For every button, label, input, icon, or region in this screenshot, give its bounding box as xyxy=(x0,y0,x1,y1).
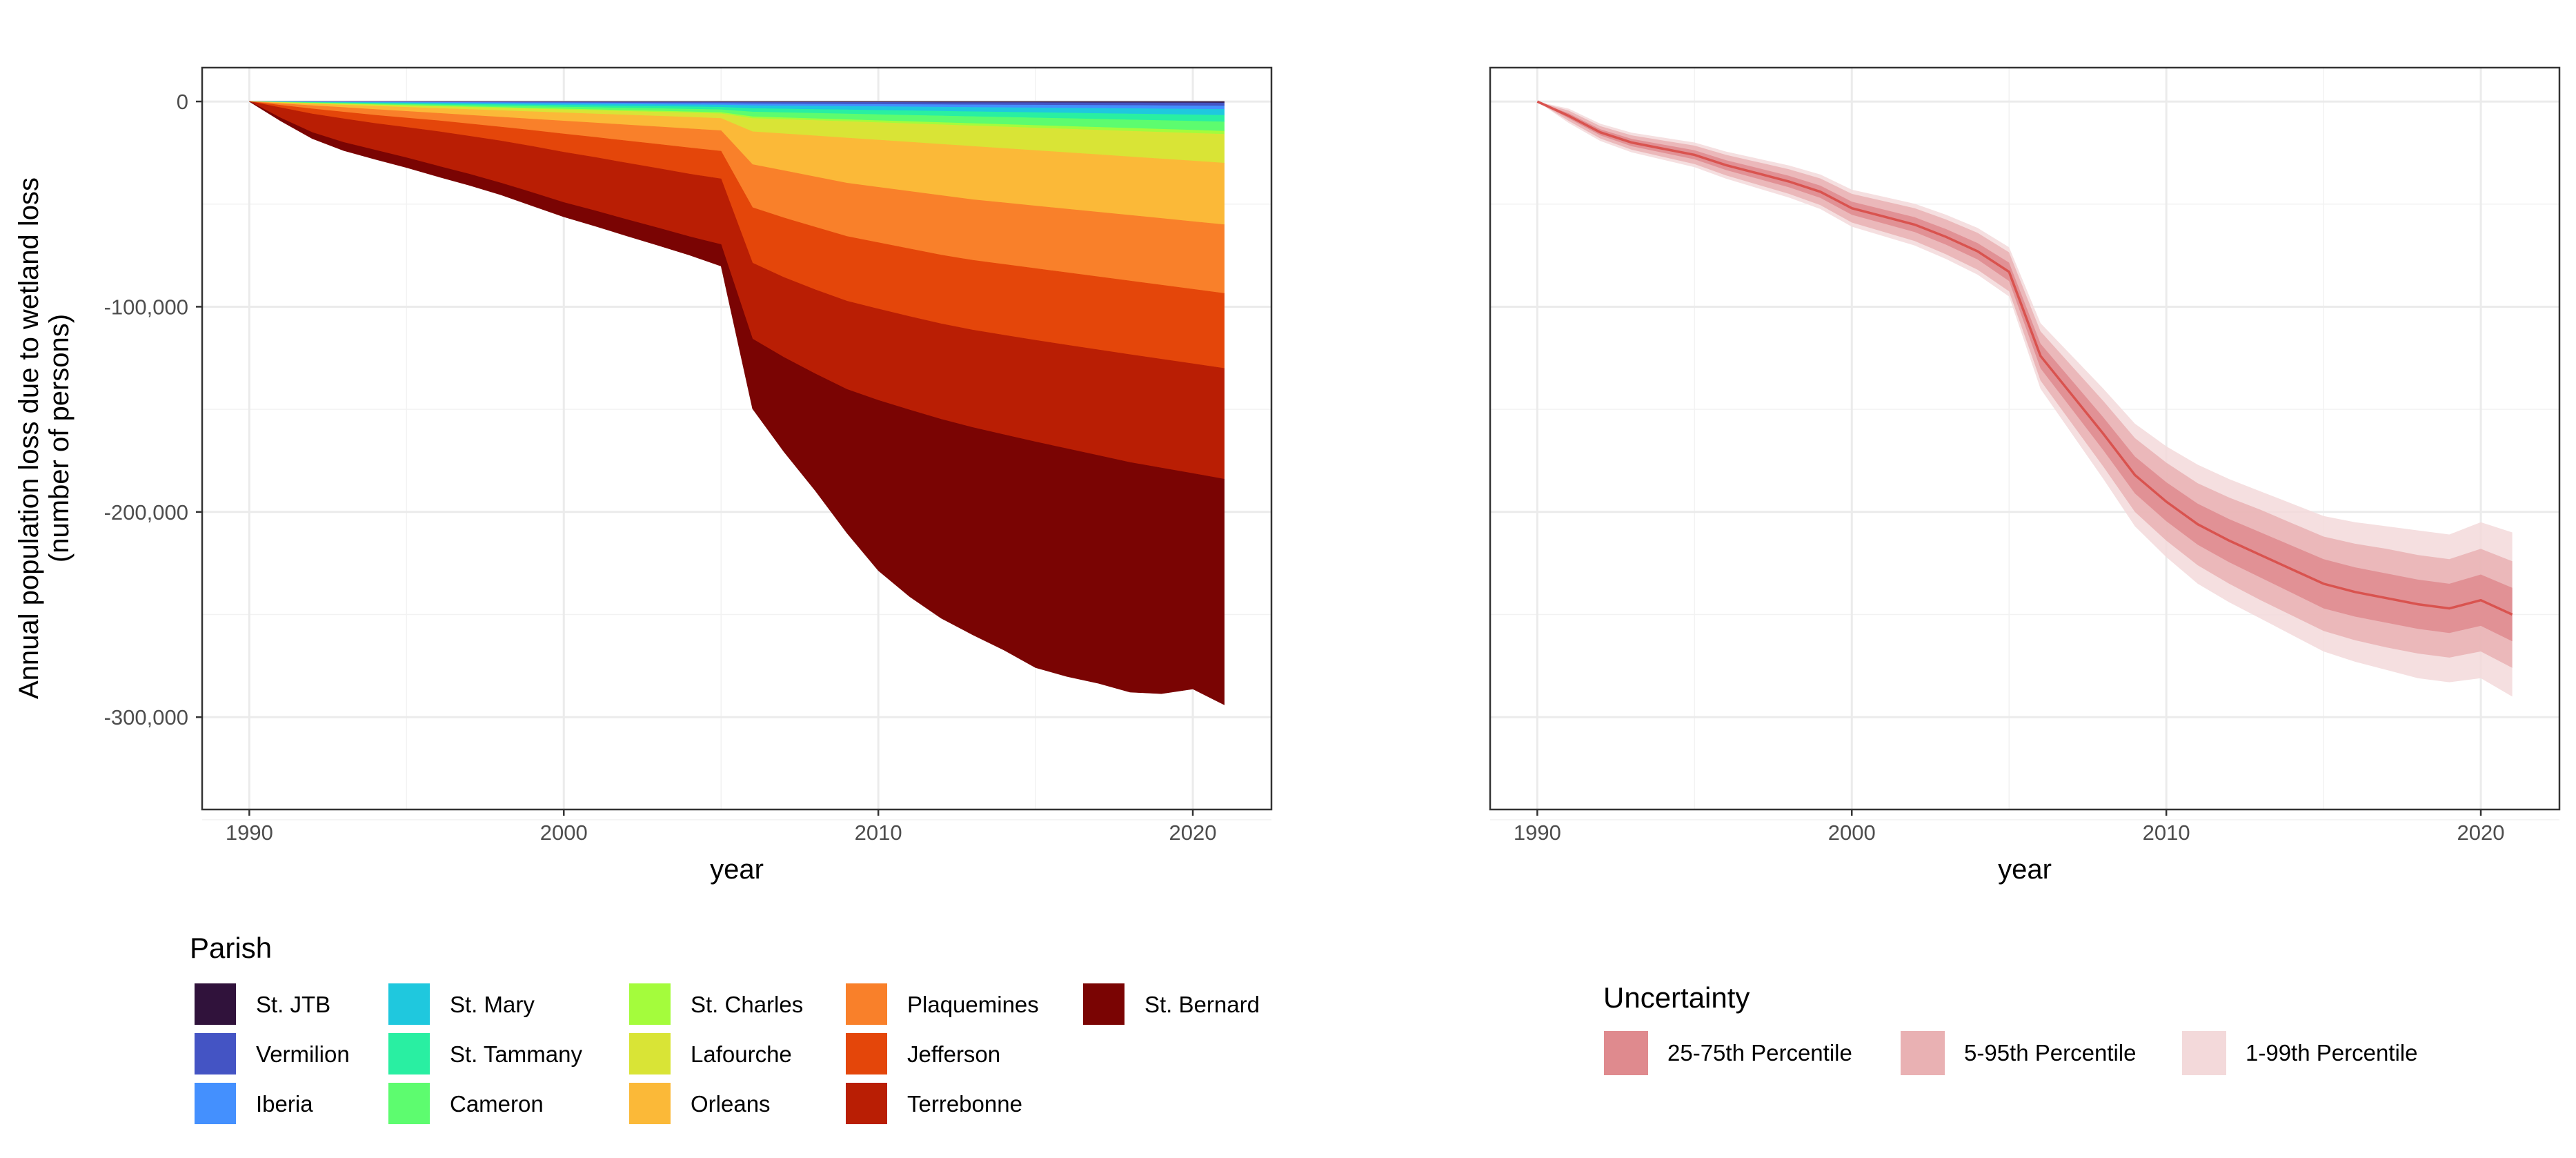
legend-label: Lafourche xyxy=(691,1041,792,1067)
uncertainty-legend-item: 1-99th Percentile xyxy=(2182,1031,2417,1075)
legend-label: St. Mary xyxy=(450,992,535,1017)
uncertainty-bands xyxy=(1537,101,2513,697)
band-p5_p95 xyxy=(1537,101,2513,668)
x-tick-label: 1990 xyxy=(1514,821,1561,845)
legend-label: St. Bernard xyxy=(1145,992,1260,1017)
legend-label: St. JTB xyxy=(256,992,330,1017)
parish-legend-title: Parish xyxy=(190,932,272,964)
x-tick-label: 2000 xyxy=(540,821,588,845)
median-line xyxy=(1536,100,2513,616)
legend-swatch xyxy=(1083,983,1124,1025)
parish-legend-item: St. Tammany xyxy=(388,1033,582,1074)
parish-legend-item: St. JTB xyxy=(195,983,330,1025)
left-panel-border xyxy=(201,66,1273,811)
legend-swatch xyxy=(388,1083,430,1124)
legend-swatch xyxy=(388,983,430,1025)
parish-legend-item: Plaquemines xyxy=(846,983,1039,1025)
legend-swatch xyxy=(195,983,236,1025)
right-x-tick-labels: 1990 2000 2010 2020 xyxy=(1514,809,2505,845)
stacked-areas xyxy=(249,101,1225,705)
right-gridlines xyxy=(1490,68,2559,821)
uncertainty-legend-items: 25-75th Percentile 5-95th Percentile 1-99t… xyxy=(1604,1031,2417,1075)
uncertainty-legend-item: 5-95th Percentile xyxy=(1901,1031,2136,1075)
right-panel-border xyxy=(1489,66,2561,811)
parish-legend-item: St. Charles xyxy=(629,983,803,1025)
stacked-area-panel: 0 -100,000 -200,000 -300,000 1990 2000 2010 20… xyxy=(14,66,1273,885)
y-axis-title-line1: Annual population loss due to wetland lo… xyxy=(14,177,44,699)
parish-legend-item: Cameron xyxy=(388,1083,544,1124)
x-tick-label: 2000 xyxy=(1828,821,1876,845)
legend-label: St. Charles xyxy=(691,992,803,1017)
legend-label: 5-95th Percentile xyxy=(1964,1040,2136,1066)
legend-swatch xyxy=(846,983,887,1025)
parish-legend-items: St. JTB Vermilion Iberia St. Mary St. Tamman… xyxy=(195,983,1260,1124)
legend-label: St. Tammany xyxy=(450,1041,582,1067)
y-tick-label: 0 xyxy=(177,90,188,114)
legend-swatch xyxy=(846,1033,887,1074)
parish-legend-item: Orleans xyxy=(629,1083,771,1124)
x-tick-label: 2020 xyxy=(2457,821,2505,845)
x-tick-label: 1990 xyxy=(226,821,273,845)
area-st-bernard xyxy=(249,101,1225,705)
legend-label: 25-75th Percentile xyxy=(1667,1040,1852,1066)
legend-swatch xyxy=(195,1083,236,1124)
legend-label: 1-99th Percentile xyxy=(2246,1040,2417,1066)
legend-swatch xyxy=(2182,1031,2226,1075)
right-x-axis-title: year xyxy=(1998,854,2052,885)
legend-label: Iberia xyxy=(256,1091,313,1117)
x-tick-label: 2020 xyxy=(1169,821,1217,845)
legend-swatch xyxy=(629,1033,671,1074)
legend-label: Terrebonne xyxy=(907,1091,1022,1117)
parish-legend-item: Jefferson xyxy=(846,1033,1000,1074)
y-tick-label: -100,000 xyxy=(104,295,188,319)
parish-legend-item: St. Mary xyxy=(388,983,535,1025)
legend-swatch xyxy=(388,1033,430,1074)
left-x-axis-title: year xyxy=(710,854,764,885)
legend-label: Cameron xyxy=(450,1091,544,1117)
y-tick-label: -300,000 xyxy=(104,705,188,729)
legend-swatch xyxy=(195,1033,236,1074)
legend-swatch xyxy=(846,1083,887,1124)
y-axis-title-line2: (number of persons) xyxy=(44,314,75,562)
legend-label: Orleans xyxy=(691,1091,771,1117)
legend-label: Vermilion xyxy=(256,1041,350,1067)
legend-swatch xyxy=(629,983,671,1025)
x-tick-label: 2010 xyxy=(2143,821,2190,845)
legend-label: Jefferson xyxy=(907,1041,1000,1067)
left-y-tick-labels: 0 -100,000 -200,000 -300,000 xyxy=(104,90,202,729)
legend-swatch xyxy=(1901,1031,1945,1075)
parish-legend-item: Vermilion xyxy=(195,1033,350,1074)
median-line-group xyxy=(1536,100,2513,616)
legend-label: Plaquemines xyxy=(907,992,1039,1017)
uncertainty-legend-item: 25-75th Percentile xyxy=(1604,1031,1852,1075)
x-tick-label: 2010 xyxy=(855,821,902,845)
uncertainty-legend: Uncertainty 25-75th Percentile 5-95th Per… xyxy=(1603,981,2417,1075)
parish-legend-item: Terrebonne xyxy=(846,1083,1022,1124)
parish-legend-item: Lafourche xyxy=(629,1033,792,1074)
y-axis-title: Annual population loss due to wetland lo… xyxy=(14,177,75,699)
right-panel-background xyxy=(1490,68,2559,809)
band-p25_p75 xyxy=(1537,101,2513,642)
legend-swatch xyxy=(629,1083,671,1124)
left-x-tick-labels: 1990 2000 2010 2020 xyxy=(226,809,1217,845)
legend-swatch xyxy=(1604,1031,1648,1075)
uncertainty-legend-title: Uncertainty xyxy=(1603,981,1750,1014)
parish-legend-item: St. Bernard xyxy=(1083,983,1260,1025)
parish-legend-item: Iberia xyxy=(195,1083,313,1124)
uncertainty-panel: 1990 2000 2010 2020 year xyxy=(1489,66,2561,885)
y-tick-label: -200,000 xyxy=(104,500,188,524)
